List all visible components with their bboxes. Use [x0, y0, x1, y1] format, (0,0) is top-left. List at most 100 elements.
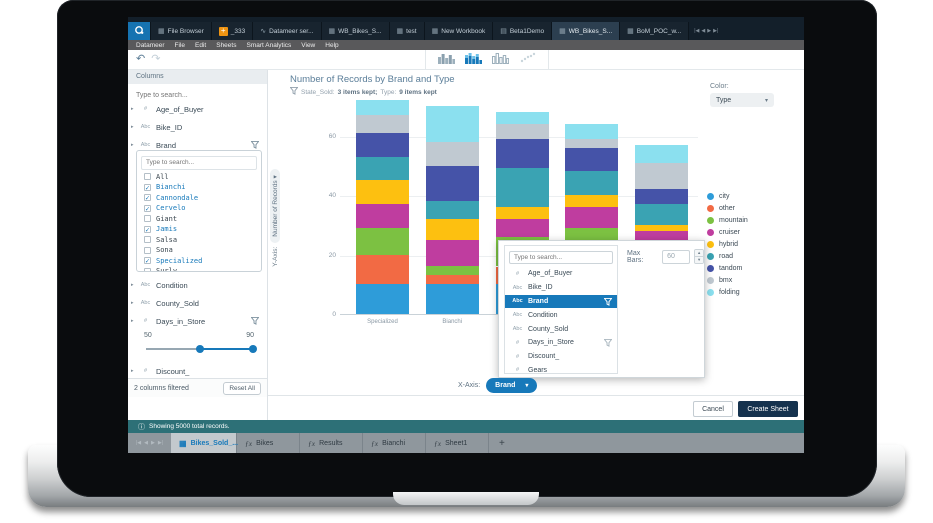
- bar-segment-other[interactable]: [425, 275, 479, 285]
- bar-segment-folding[interactable]: [565, 123, 619, 139]
- bar-segment-road[interactable]: [635, 204, 688, 225]
- checkbox-icon[interactable]: [144, 246, 151, 254]
- create-sheet-button[interactable]: Create Sheet: [738, 401, 798, 417]
- max-bars-input[interactable]: [662, 249, 691, 264]
- checkbox-icon[interactable]: [144, 215, 151, 223]
- last-tab-icon[interactable]: ▶|: [713, 28, 719, 34]
- menu-item-help[interactable]: Help: [325, 41, 339, 49]
- bar-segment-bmx[interactable]: [425, 141, 479, 166]
- column-chart-chart-icon[interactable]: [492, 51, 510, 69]
- bar-segment-bmx[interactable]: [356, 115, 409, 133]
- bar-segment-hybrid[interactable]: [425, 218, 479, 240]
- scatter-chart-icon[interactable]: [519, 51, 536, 69]
- last-sheet-icon[interactable]: ▶|: [157, 440, 164, 446]
- bar-segment-cruiser[interactable]: [565, 207, 619, 228]
- sheet-tab-results[interactable]: ƒx Results: [300, 433, 364, 453]
- undo-icon[interactable]: ↶: [136, 53, 146, 65]
- bar-segment-hybrid[interactable]: [356, 180, 409, 205]
- popup-field-discount_[interactable]: # Discount_: [505, 350, 617, 364]
- y-axis-field-dropdown[interactable]: Number of Records ▾: [270, 169, 280, 243]
- browser-tab--333[interactable]: + _333: [211, 22, 254, 40]
- brand-option-surly[interactable]: Surly: [137, 266, 261, 271]
- bar-segment-folding[interactable]: [635, 144, 688, 163]
- bar-segment-tandom[interactable]: [425, 165, 479, 202]
- browser-tab-test[interactable]: ▦ test: [389, 22, 425, 40]
- bar-bianchi[interactable]: [425, 106, 479, 314]
- bar-segment-folding[interactable]: [356, 100, 409, 116]
- bar-segment-cruiser[interactable]: [425, 239, 479, 267]
- sheet-tab-bianchi[interactable]: ƒx Bianchi: [363, 433, 427, 453]
- brand-option-cannondale[interactable]: ✓ Cannondale: [137, 193, 261, 204]
- stacked-bar-chart-icon[interactable]: [465, 51, 482, 69]
- menu-item-file[interactable]: File: [174, 41, 186, 49]
- sheet-tab-bikes[interactable]: ƒx Bikes: [237, 433, 301, 453]
- bar-segment-city[interactable]: [425, 284, 479, 314]
- legend-item-cruiser[interactable]: cruiser: [707, 226, 748, 238]
- brand-filter-search-input[interactable]: [141, 155, 257, 170]
- spinner-down-icon[interactable]: ▼: [695, 257, 704, 263]
- bar-segment-road[interactable]: [565, 171, 619, 196]
- bar-segment-folding[interactable]: [495, 112, 549, 124]
- menu-item-view[interactable]: View: [301, 41, 316, 49]
- browser-tab-new-workbook[interactable]: ▦ New Workbook: [424, 22, 494, 40]
- add-sheet-button[interactable]: +: [499, 437, 505, 449]
- checkbox-icon[interactable]: ✓: [144, 257, 151, 266]
- brand-option-jamis[interactable]: ✓ Jamis: [137, 224, 261, 235]
- bar-segment-bmx[interactable]: [635, 162, 688, 190]
- brand-option-specialized[interactable]: ✓ Specialized: [137, 256, 261, 267]
- bar-segment-tandom[interactable]: [495, 138, 549, 169]
- bar-segment-road[interactable]: [425, 201, 479, 219]
- brand-option-salsa[interactable]: Salsa: [137, 235, 261, 246]
- popup-field-bike_id[interactable]: Abc Bike_ID: [505, 281, 617, 295]
- checkbox-icon[interactable]: [144, 236, 151, 244]
- checkbox-icon[interactable]: [144, 267, 151, 271]
- color-dropdown[interactable]: Type ▾: [710, 93, 774, 107]
- reset-all-button[interactable]: Reset All: [223, 381, 261, 395]
- bar-segment-other[interactable]: [356, 254, 409, 285]
- prev-tab-icon[interactable]: ◀: [701, 28, 706, 34]
- menu-item-sheets[interactable]: Sheets: [216, 41, 237, 49]
- browser-tab-wb-bikes-s-[interactable]: ▦ WB_Bikes_S...: [321, 22, 390, 40]
- popup-field-county_sold[interactable]: Abc County_Sold: [505, 322, 617, 336]
- brand-option-all[interactable]: All: [137, 172, 261, 183]
- bar-segment-cruiser[interactable]: [356, 204, 409, 228]
- bar-segment-tandom[interactable]: [565, 147, 619, 172]
- brand-option-bianchi[interactable]: ✓ Bianchi: [137, 182, 261, 193]
- legend-item-tandom[interactable]: tandom: [707, 262, 748, 274]
- bar-segment-road[interactable]: [495, 168, 549, 208]
- menu-item-datameer[interactable]: Datameer: [136, 41, 165, 49]
- sheet-tab-sheet1[interactable]: ƒx Sheet1: [426, 433, 490, 453]
- bar-segment-mountain[interactable]: [356, 227, 409, 255]
- browser-tab-datameer-ser-[interactable]: ∿ Datameer ser...: [253, 22, 322, 40]
- popup-field-age_of_buyer[interactable]: # Age_of_Buyer: [505, 267, 617, 281]
- bar-segment-road[interactable]: [356, 156, 409, 181]
- spinner-up-icon[interactable]: ▲: [695, 250, 704, 257]
- brand-option-cervelo[interactable]: ✓ Cervelo: [137, 203, 261, 214]
- legend-item-hybrid[interactable]: hybrid: [707, 238, 748, 250]
- columns-search-input[interactable]: [128, 87, 267, 104]
- bar-segment-tandom[interactable]: [356, 132, 409, 157]
- prev-sheet-icon[interactable]: ◀: [144, 440, 149, 446]
- checkbox-icon[interactable]: ✓: [144, 183, 151, 192]
- x-axis-field-dropdown[interactable]: Brand ▾: [486, 378, 538, 393]
- popup-field-gears[interactable]: # Gears: [505, 364, 617, 378]
- bar-segment-cruiser[interactable]: [495, 218, 549, 237]
- checkbox-icon[interactable]: [144, 173, 151, 181]
- field-discount_[interactable]: ▸ # Discount_: [128, 362, 267, 377]
- legend-item-mountain[interactable]: mountain: [707, 214, 748, 226]
- max-bars-spinner[interactable]: ▲ ▼: [694, 249, 704, 264]
- popup-field-brand[interactable]: Abc Brand: [505, 294, 617, 309]
- checkbox-icon[interactable]: ✓: [144, 225, 151, 234]
- checkbox-icon[interactable]: ✓: [144, 194, 151, 203]
- first-sheet-icon[interactable]: |◀: [136, 440, 142, 446]
- legend-item-bmx[interactable]: bmx: [707, 274, 748, 286]
- legend-item-folding[interactable]: folding: [707, 286, 748, 298]
- browser-tab-file-browser[interactable]: ▦ File Browser: [151, 22, 212, 40]
- slider-handle-right[interactable]: [249, 345, 257, 353]
- field-brand[interactable]: ▸ Abc Brand: [128, 136, 267, 154]
- days-in-store-slider[interactable]: [146, 345, 257, 353]
- browser-tab-beta1demo[interactable]: ▤ Beta1Demo: [493, 22, 553, 40]
- cancel-button[interactable]: Cancel: [693, 401, 733, 417]
- browser-tab-bom-poc-w-[interactable]: ▦ BoM_POC_w...: [620, 22, 690, 40]
- bar-segment-hybrid[interactable]: [495, 207, 549, 219]
